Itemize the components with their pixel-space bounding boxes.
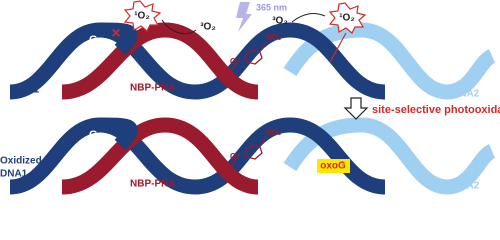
top-helix bbox=[10, 30, 492, 92]
probe-label: O bbox=[230, 57, 236, 66]
light-bolt bbox=[236, 2, 252, 32]
bottom-helix bbox=[10, 125, 492, 187]
strand-label: DNA1 bbox=[0, 169, 28, 180]
strand-label: Oxidized bbox=[0, 156, 42, 167]
singlet-oxygen-burst bbox=[123, 0, 162, 32]
strand-label: DNA1 bbox=[12, 85, 40, 96]
singlet-oxygen-burst bbox=[328, 2, 367, 34]
oxidized-label: oxoG bbox=[320, 161, 346, 172]
light-label: 365 nm bbox=[256, 2, 287, 12]
diagram: ¹O₂ × ³O₂ 365 nm ³O₂ ¹O₂ G G DNA1 NBP-PN… bbox=[0, 0, 500, 195]
guanine: G bbox=[89, 34, 98, 46]
singlet-oxygen: ¹O₂ bbox=[339, 13, 355, 24]
strand-label: NBP-PNA bbox=[130, 179, 176, 190]
step-arrow bbox=[343, 97, 369, 120]
oxygen: ³O₂ bbox=[200, 22, 216, 33]
step-label: site-selective photooxidation bbox=[372, 104, 500, 116]
oxygen: ³O₂ bbox=[272, 16, 288, 27]
singlet-oxygen: ¹O₂ bbox=[134, 11, 150, 22]
strand-label: DNA2 bbox=[452, 181, 480, 192]
oxidized-site bbox=[317, 159, 350, 173]
arrow bbox=[291, 13, 326, 23]
strand-label: NBP-PNA bbox=[130, 83, 176, 94]
arrow bbox=[161, 19, 197, 35]
probe-label: O bbox=[230, 152, 236, 161]
probe-label: NO₂ bbox=[266, 128, 282, 137]
blocked-mark: × bbox=[111, 25, 120, 42]
guanine: G bbox=[89, 129, 98, 141]
arrow bbox=[329, 32, 347, 63]
strand-label: DNA2 bbox=[452, 89, 480, 100]
probe-label: NO₂ bbox=[266, 33, 282, 42]
guanine: G bbox=[322, 67, 331, 79]
